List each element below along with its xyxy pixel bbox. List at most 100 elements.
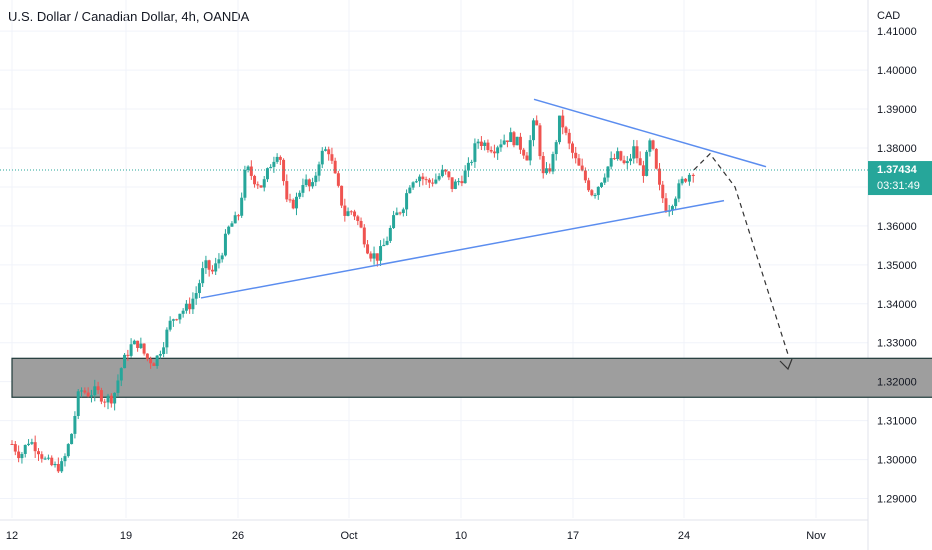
candle-body [625, 161, 629, 164]
candle-body [648, 140, 652, 152]
candle-body [609, 158, 613, 167]
candle-body [155, 355, 159, 366]
candle-body [298, 192, 302, 197]
candle-body [288, 199, 292, 201]
candle-body [336, 173, 340, 186]
candle-body [392, 215, 396, 228]
candle-body [333, 160, 337, 174]
candle-body [661, 184, 665, 199]
candle-body [677, 183, 681, 199]
candle-body [388, 227, 392, 241]
candle-body [356, 216, 360, 221]
candle-body [401, 209, 405, 214]
candle-body [265, 168, 269, 180]
candle-body [427, 179, 431, 183]
candle-body [275, 156, 279, 162]
candle-body [583, 170, 587, 181]
candle-body [188, 303, 192, 310]
candle-body [411, 182, 415, 188]
candle-body [40, 454, 44, 459]
last-price-tag: 1.37434 03:31:49 [868, 161, 932, 196]
x-tick-label: 10 [455, 530, 467, 542]
candle-body [181, 310, 185, 314]
candle-body [145, 353, 149, 359]
candle-body [340, 185, 344, 206]
candles [10, 109, 695, 473]
candle-body [282, 159, 286, 182]
support-zones [11, 357, 932, 398]
candle-body [554, 142, 558, 155]
candle-body [171, 319, 175, 321]
candle-body [479, 141, 483, 147]
candle-body [291, 199, 295, 209]
candle-body [278, 156, 282, 160]
candle-body [414, 181, 418, 183]
candle-body [223, 233, 227, 256]
candle-body [684, 178, 688, 182]
candle-body [596, 186, 600, 196]
x-tick-label: Oct [340, 530, 357, 542]
candle-body [359, 220, 363, 228]
currency-label: CAD [877, 10, 900, 22]
candle-body [197, 283, 201, 294]
candle-body [570, 143, 574, 153]
candle-body [194, 293, 198, 299]
support-zone [11, 357, 932, 398]
x-tick-label: 26 [232, 530, 244, 542]
candle-body [80, 390, 84, 392]
candle-body [132, 340, 136, 345]
candle-body [641, 165, 645, 176]
candle-body [587, 180, 591, 191]
candle-body [600, 182, 604, 187]
candle-body [307, 179, 311, 187]
candle-body [645, 151, 649, 176]
time-axis[interactable]: 12 19 26 Oct 10 17 24 Nov [6, 530, 826, 542]
candle-body [580, 165, 584, 171]
candle-body [236, 215, 240, 217]
candle-body [483, 142, 487, 147]
candle-body [17, 451, 21, 459]
candle-body [314, 175, 318, 183]
candle-body [405, 193, 409, 210]
candle-body [486, 142, 490, 150]
candle-body [372, 253, 376, 259]
candle-body [460, 181, 464, 184]
candle-body [227, 226, 231, 234]
drawings[interactable] [200, 98, 793, 371]
candle-body [259, 185, 263, 188]
candle-body [165, 329, 169, 348]
candle-body [246, 166, 250, 170]
candle-body [366, 244, 370, 254]
candle-body [233, 215, 237, 224]
candle-body [191, 298, 195, 310]
candle-body [502, 140, 506, 145]
candle-body [670, 206, 674, 211]
countdown-text: 03:31:49 [877, 180, 920, 192]
projection-path [693, 152, 789, 355]
candle-body [311, 182, 315, 187]
candle-body [243, 169, 247, 198]
x-tick-label: 24 [678, 530, 690, 542]
candle-body [421, 176, 425, 180]
candle-body [249, 166, 253, 176]
candle-body [113, 392, 117, 404]
candle-body [691, 174, 695, 177]
price-axis[interactable]: CAD 1.29000 1.30000 1.31000 1.32000 1.33000 1.… [877, 10, 917, 506]
candle-body [528, 140, 532, 161]
candle-body [103, 401, 107, 403]
candle-body [89, 395, 93, 397]
candle-body [395, 212, 399, 216]
candle-body [418, 176, 422, 182]
candle-body [149, 358, 153, 364]
candle-body [349, 211, 353, 213]
candle-body [496, 147, 500, 154]
candle-body [27, 443, 31, 445]
candle-body [10, 444, 14, 445]
candle-body [470, 161, 474, 163]
candle-body [541, 156, 545, 174]
candle-body [444, 169, 448, 172]
candle-body [123, 354, 127, 369]
candle-body [654, 148, 658, 169]
candle-body [499, 144, 503, 148]
